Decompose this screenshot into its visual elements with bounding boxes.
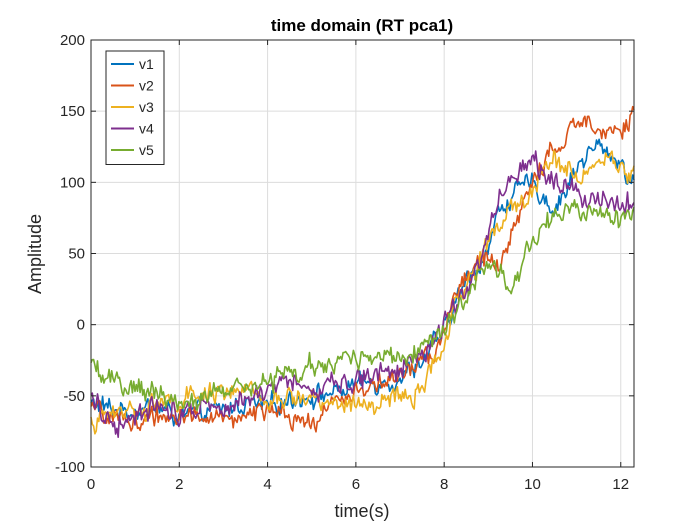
series-lines <box>90 105 635 439</box>
legend-label-v3: v3 <box>139 99 154 115</box>
chart-title: time domain (RT pca1) <box>271 16 453 35</box>
y-tick-label: 200 <box>60 32 85 49</box>
x-tick-label: 0 <box>87 476 95 493</box>
legend: v1 v2 v3 v4 v5 <box>105 50 165 165</box>
y-tick-label: 100 <box>60 174 85 191</box>
legend-label-v2: v2 <box>139 78 154 94</box>
legend-label-v4: v4 <box>139 121 154 137</box>
y-axis-label: Amplitude <box>25 214 45 294</box>
series-line-v4 <box>90 150 635 439</box>
x-tick-label: 6 <box>352 476 360 493</box>
y-tick-label: 0 <box>77 317 85 334</box>
x-tick-label: 10 <box>524 476 541 493</box>
y-tick-label: 150 <box>60 103 85 120</box>
y-tick-label: -50 <box>63 388 85 405</box>
legend-label-v5: v5 <box>139 142 154 158</box>
x-tick-label: 12 <box>612 476 629 493</box>
y-tick-label: -100 <box>55 459 85 476</box>
axis-ticks: 0 2 4 6 8 10 12 -100 -50 0 50 100 150 200 <box>55 32 634 493</box>
x-axis-label: time(s) <box>335 501 390 521</box>
legend-label-v1: v1 <box>139 56 154 72</box>
series-line-v3 <box>90 150 635 435</box>
x-tick-label: 4 <box>263 476 271 493</box>
x-tick-label: 8 <box>440 476 448 493</box>
x-tick-label: 2 <box>175 476 183 493</box>
series-line-v5 <box>90 199 635 412</box>
y-tick-label: 50 <box>68 246 85 263</box>
